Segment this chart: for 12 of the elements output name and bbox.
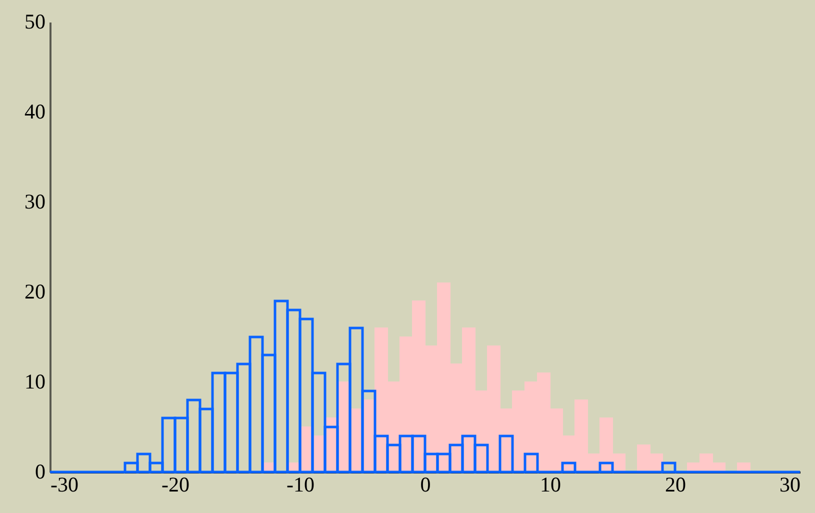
- y-tick-label: 40: [24, 100, 46, 124]
- x-tick-label: -30: [50, 472, 78, 496]
- x-tick-label: -10: [286, 472, 314, 496]
- x-tick-label: 10: [540, 472, 561, 496]
- y-tick-label: 30: [24, 190, 46, 214]
- x-tick-label: 20: [665, 472, 686, 496]
- x-tick-label: -20: [162, 472, 190, 496]
- x-tick-label: 0: [420, 472, 431, 496]
- y-tick-label: 50: [24, 10, 46, 34]
- y-tick-label: 10: [24, 370, 46, 394]
- y-tick-label: 20: [24, 280, 46, 304]
- x-tick-label: 30: [780, 472, 800, 496]
